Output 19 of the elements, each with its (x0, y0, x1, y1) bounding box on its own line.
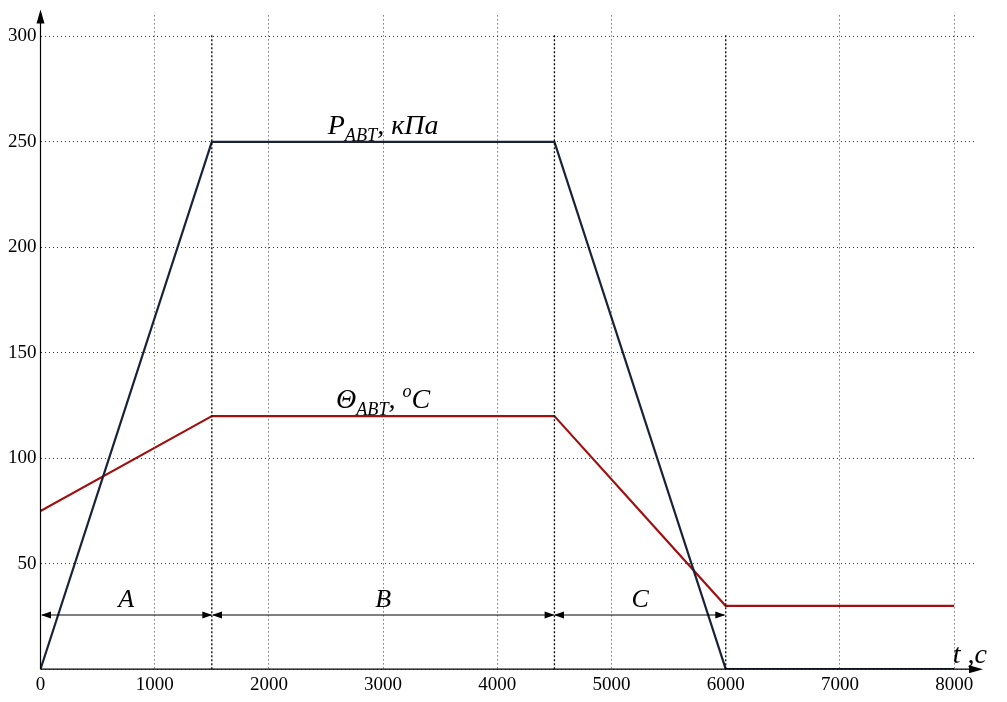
annotation: B (375, 583, 392, 613)
y-tick-label: 100 (8, 446, 37, 468)
y-tick-label: 150 (8, 340, 37, 362)
x-tick-label: 1000 (135, 672, 174, 694)
x-tick-label: 2000 (249, 672, 288, 694)
y-tick-label: 300 (8, 24, 37, 46)
x-tick-label: 5000 (592, 672, 631, 694)
annotation: C (631, 583, 650, 613)
y-tick-label: 200 (8, 235, 37, 257)
x-tick-label: 8000 (935, 672, 974, 694)
x-tick-label: 6000 (706, 672, 745, 694)
y-tick-label: 50 (17, 551, 37, 573)
x-tick-label: 7000 (820, 672, 859, 694)
y-tick-label: 250 (8, 129, 37, 151)
x-tick-label: 4000 (478, 672, 517, 694)
x-axis-title: t ,c (952, 638, 988, 670)
annotation: A (116, 583, 135, 613)
x-tick-label: 3000 (364, 672, 403, 694)
x-tick-label: 0 (35, 672, 46, 694)
